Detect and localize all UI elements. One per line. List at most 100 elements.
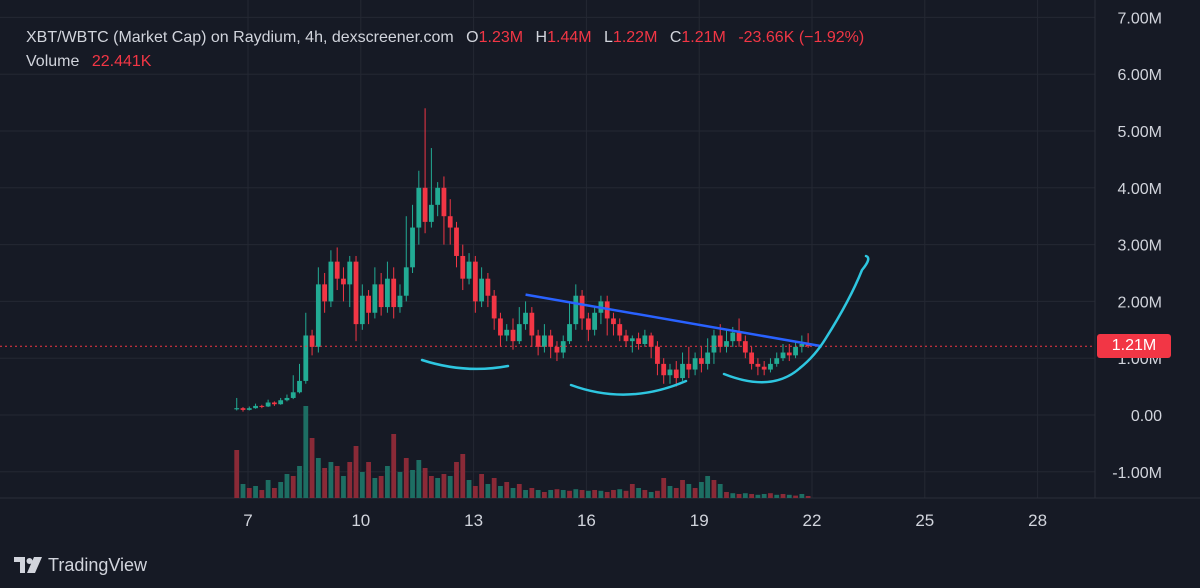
candle-body: [447, 216, 453, 228]
y-tick-label: -1.00M: [1112, 465, 1162, 482]
candle-body: [742, 341, 748, 353]
volume-bar: [240, 484, 246, 498]
volume-bar: [705, 476, 711, 498]
candle-body: [347, 261, 353, 285]
volume-bar: [290, 476, 296, 498]
candle-body: [416, 187, 422, 228]
candle: [466, 253, 472, 285]
candle-body: [397, 295, 403, 308]
candle: [246, 406, 252, 411]
candle: [780, 344, 786, 362]
volume-bar: [711, 480, 717, 498]
volume-bar: [636, 488, 641, 498]
candle-body: [403, 267, 409, 296]
volume-bar: [472, 486, 478, 498]
candle: [592, 307, 598, 336]
candle-body: [265, 402, 271, 407]
volume-bar: [592, 490, 598, 498]
volume-bar: [372, 478, 378, 498]
candle-body: [768, 363, 773, 370]
low-value: 1.22M: [612, 29, 658, 46]
candle: [366, 290, 371, 325]
volume-bar: [297, 466, 302, 498]
candle: [661, 358, 667, 384]
volume-bar: [611, 490, 616, 498]
candle: [416, 170, 422, 245]
candle-body: [485, 278, 491, 296]
candle: [629, 335, 635, 353]
candle-body: [786, 352, 792, 356]
volume-bar: [567, 490, 572, 498]
candle: [648, 332, 654, 359]
candle-body: [259, 405, 265, 407]
candle-body: [454, 227, 459, 256]
candle-body: [761, 366, 767, 370]
candle-body: [698, 358, 704, 364]
x-tick-label: 13: [464, 511, 483, 530]
volume-bar: [485, 484, 491, 498]
candle-body: [328, 261, 334, 302]
candle: [410, 204, 415, 273]
candle-body: [315, 284, 321, 347]
volume-bar: [378, 476, 384, 498]
volume-bar: [466, 480, 472, 498]
volume-bar: [403, 458, 409, 498]
drawings[interactable]: [420, 254, 870, 396]
candle-body: [479, 278, 485, 302]
candle: [542, 324, 547, 353]
candle: [686, 346, 692, 379]
volume-bar: [523, 490, 528, 498]
volume-bar: [736, 494, 742, 498]
candle-body: [592, 312, 598, 330]
tradingview-logo-icon: [14, 557, 42, 573]
volume-bar: [366, 462, 371, 498]
volume-bar: [799, 494, 805, 498]
volume-bar: [655, 490, 660, 498]
y-tick-label: 3.00M: [1118, 238, 1162, 255]
candle: [698, 346, 704, 373]
candle: [278, 397, 284, 405]
candle: [435, 182, 441, 217]
volume-bar: [573, 489, 579, 498]
candle: [579, 290, 585, 330]
candle: [347, 255, 353, 308]
high-value: 1.44M: [547, 29, 592, 46]
candle-body: [629, 338, 635, 342]
candle-body: [548, 335, 554, 347]
candle: [786, 344, 792, 362]
candle-body: [667, 369, 673, 376]
volume-bar: [661, 478, 667, 498]
candle: [535, 329, 541, 356]
volume-bar: [730, 493, 736, 498]
volume-bar: [805, 496, 811, 498]
volume-bar: [246, 488, 252, 498]
volume-bar: [548, 490, 554, 498]
candle: [498, 312, 503, 347]
candle-body: [378, 284, 384, 308]
candle: [454, 221, 459, 268]
candle-body: [623, 335, 629, 342]
volume-bar: [755, 494, 761, 498]
y-axis: 7.00M 6.00M 5.00M 4.00M 3.00M 2.00M 0.00 -1.00M…: [1112, 10, 1162, 481]
candle: [391, 267, 397, 319]
volume-bar: [454, 462, 459, 498]
ohlc-row: XBT/WBTC (Market Cap) on Raydium, 4h, de…: [26, 26, 864, 50]
volume-label: Volume: [26, 53, 80, 70]
candle: [240, 407, 246, 412]
volume-bars: [234, 406, 811, 498]
candle: [554, 341, 560, 362]
volume-bar: [341, 476, 346, 498]
candle: [742, 335, 748, 359]
candle-body: [554, 346, 560, 353]
volume-bar: [510, 488, 516, 498]
volume-bar: [504, 482, 510, 498]
change-value: -23.66K (−1.92%): [738, 29, 865, 46]
candle-body: [246, 408, 252, 410]
candle-body: [472, 261, 478, 302]
volume-bar: [617, 489, 623, 498]
candle: [472, 255, 478, 313]
tradingview-brand[interactable]: TradingView: [14, 553, 147, 577]
candle: [705, 338, 711, 370]
candle: [673, 361, 679, 387]
